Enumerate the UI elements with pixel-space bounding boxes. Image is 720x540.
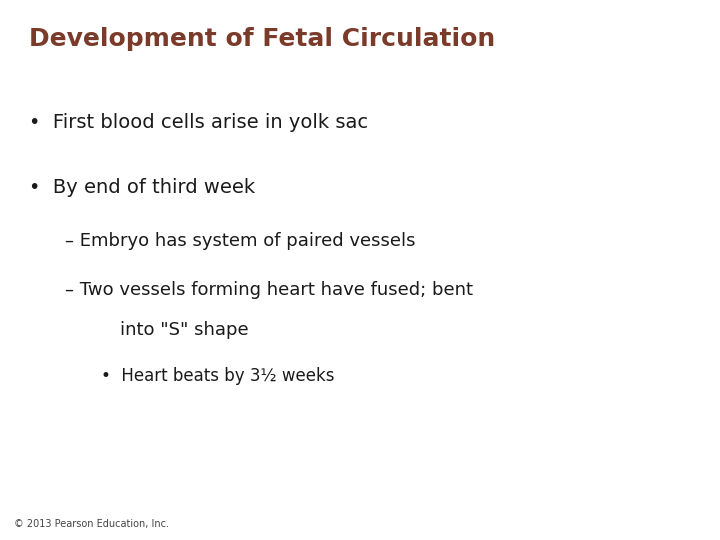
Text: into "S" shape: into "S" shape bbox=[97, 321, 249, 339]
Text: •  First blood cells arise in yolk sac: • First blood cells arise in yolk sac bbox=[29, 113, 368, 132]
Text: – Two vessels forming heart have fused; bent: – Two vessels forming heart have fused; … bbox=[65, 281, 473, 299]
Text: •  By end of third week: • By end of third week bbox=[29, 178, 255, 197]
Text: © 2013 Pearson Education, Inc.: © 2013 Pearson Education, Inc. bbox=[14, 519, 169, 529]
Text: •  Heart beats by 3½ weeks: • Heart beats by 3½ weeks bbox=[101, 367, 334, 385]
Text: – Embryo has system of paired vessels: – Embryo has system of paired vessels bbox=[65, 232, 415, 250]
Text: Development of Fetal Circulation: Development of Fetal Circulation bbox=[29, 27, 495, 51]
